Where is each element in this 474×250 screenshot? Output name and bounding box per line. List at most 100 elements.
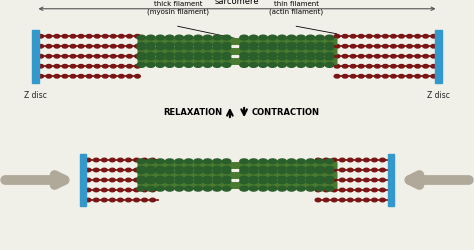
Ellipse shape (306, 186, 315, 191)
Ellipse shape (54, 44, 60, 48)
Ellipse shape (316, 176, 324, 181)
Ellipse shape (372, 188, 377, 192)
Ellipse shape (331, 158, 337, 162)
Ellipse shape (347, 198, 353, 202)
Ellipse shape (356, 198, 361, 202)
Ellipse shape (110, 74, 116, 78)
Ellipse shape (383, 34, 388, 38)
Ellipse shape (222, 42, 231, 47)
Ellipse shape (85, 198, 91, 202)
Ellipse shape (347, 158, 353, 162)
Text: sarcomere: sarcomere (215, 0, 259, 6)
Ellipse shape (347, 188, 353, 192)
Ellipse shape (278, 45, 286, 50)
Ellipse shape (259, 42, 267, 47)
Ellipse shape (118, 158, 123, 162)
Ellipse shape (366, 54, 372, 58)
Ellipse shape (306, 176, 315, 181)
Ellipse shape (325, 45, 334, 50)
Ellipse shape (184, 176, 193, 181)
Ellipse shape (249, 55, 258, 60)
Ellipse shape (222, 179, 231, 184)
Ellipse shape (431, 44, 437, 48)
Ellipse shape (146, 45, 155, 50)
Ellipse shape (383, 54, 388, 58)
Ellipse shape (350, 44, 356, 48)
Ellipse shape (316, 186, 324, 191)
Ellipse shape (126, 188, 131, 192)
Ellipse shape (78, 44, 84, 48)
Ellipse shape (194, 179, 202, 184)
Ellipse shape (268, 159, 277, 164)
Ellipse shape (399, 64, 404, 68)
Ellipse shape (175, 159, 183, 164)
Ellipse shape (342, 44, 348, 48)
Ellipse shape (38, 54, 44, 58)
Ellipse shape (101, 178, 107, 182)
Ellipse shape (399, 54, 404, 58)
Ellipse shape (249, 176, 258, 181)
Ellipse shape (391, 54, 396, 58)
Ellipse shape (135, 74, 140, 78)
Ellipse shape (259, 159, 267, 164)
Ellipse shape (306, 35, 315, 40)
Ellipse shape (118, 188, 123, 192)
Ellipse shape (175, 35, 183, 40)
Ellipse shape (142, 168, 147, 172)
Ellipse shape (334, 74, 340, 78)
Ellipse shape (142, 198, 147, 202)
Ellipse shape (194, 35, 202, 40)
Ellipse shape (222, 169, 231, 174)
Text: RELAXATION: RELAXATION (164, 108, 223, 117)
Ellipse shape (278, 159, 286, 164)
Bar (435, 30, 441, 82)
Ellipse shape (366, 44, 372, 48)
Ellipse shape (156, 45, 164, 50)
Ellipse shape (184, 62, 193, 67)
Ellipse shape (156, 55, 164, 60)
Ellipse shape (240, 35, 248, 40)
Ellipse shape (110, 34, 116, 38)
Ellipse shape (240, 52, 248, 57)
Ellipse shape (102, 54, 108, 58)
Ellipse shape (213, 62, 221, 67)
Ellipse shape (70, 74, 76, 78)
Ellipse shape (70, 44, 76, 48)
Ellipse shape (118, 178, 123, 182)
Ellipse shape (391, 34, 396, 38)
Text: Z disc: Z disc (24, 91, 47, 100)
Ellipse shape (249, 62, 258, 67)
Ellipse shape (268, 169, 277, 174)
Ellipse shape (287, 179, 296, 184)
Ellipse shape (431, 34, 437, 38)
Ellipse shape (222, 159, 231, 164)
Ellipse shape (184, 42, 193, 47)
Ellipse shape (287, 186, 296, 191)
Ellipse shape (175, 186, 183, 191)
Ellipse shape (380, 198, 385, 202)
Ellipse shape (184, 45, 193, 50)
Ellipse shape (165, 55, 174, 60)
Ellipse shape (70, 64, 76, 68)
Ellipse shape (94, 44, 100, 48)
Ellipse shape (78, 54, 84, 58)
Ellipse shape (391, 74, 396, 78)
Ellipse shape (316, 42, 324, 47)
Ellipse shape (222, 176, 231, 181)
Ellipse shape (46, 54, 52, 58)
Bar (32, 30, 38, 82)
Ellipse shape (278, 166, 286, 171)
Ellipse shape (259, 62, 267, 67)
Ellipse shape (203, 176, 212, 181)
Ellipse shape (316, 169, 324, 174)
Ellipse shape (297, 169, 305, 174)
Ellipse shape (364, 188, 369, 192)
Ellipse shape (350, 74, 356, 78)
Ellipse shape (156, 42, 164, 47)
Ellipse shape (150, 158, 155, 162)
Ellipse shape (287, 55, 296, 60)
Ellipse shape (175, 176, 183, 181)
Ellipse shape (127, 64, 132, 68)
Ellipse shape (334, 34, 340, 38)
Ellipse shape (323, 168, 329, 172)
